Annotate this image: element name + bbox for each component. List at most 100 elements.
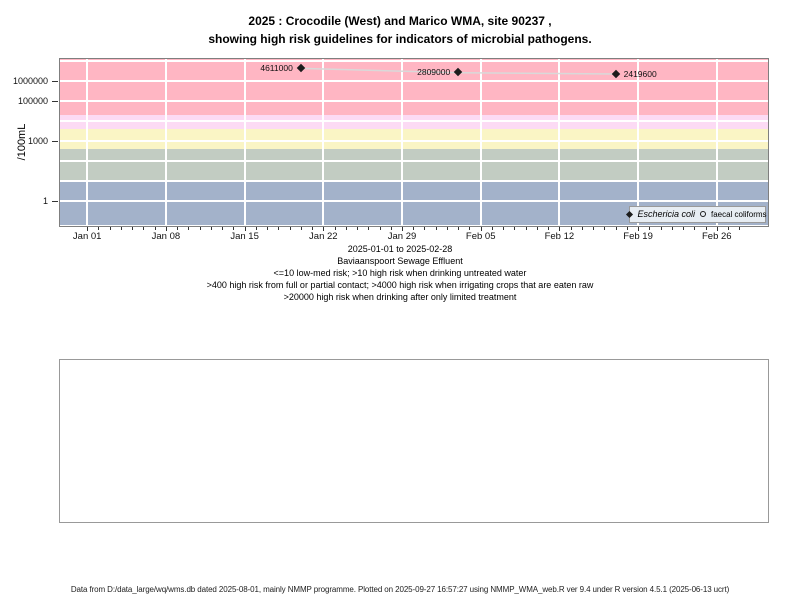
y-gridline xyxy=(59,200,768,203)
x-axis-minor-tick xyxy=(570,227,572,230)
plot-area: Eschericia coli faecal coliforms 4611000… xyxy=(58,57,769,227)
risk-band xyxy=(59,129,768,150)
series-line xyxy=(300,67,616,75)
x-axis-major-tick xyxy=(323,227,325,231)
x-gridline xyxy=(401,58,403,226)
data-point-label: 4611000 xyxy=(260,62,293,73)
x-axis-minor-tick xyxy=(154,227,156,230)
data-point-label: 2809000 xyxy=(417,67,451,78)
x-gridline xyxy=(164,58,167,226)
x-axis-minor-tick xyxy=(143,227,145,230)
x-axis-minor-tick xyxy=(312,227,314,230)
x-axis-label: Jan 22 xyxy=(309,231,338,242)
y-gridline xyxy=(59,180,768,183)
x-gridline xyxy=(479,58,482,226)
x-axis-minor-tick xyxy=(491,227,493,230)
x-gridline xyxy=(558,58,561,226)
x-axis-label: Jan 15 xyxy=(230,231,259,242)
x-axis-minor-tick xyxy=(267,227,269,230)
y-axis-tick xyxy=(52,101,58,103)
x-axis-minor-tick xyxy=(458,227,460,230)
x-axis-major-tick xyxy=(638,227,640,231)
x-axis-minor-tick xyxy=(413,227,415,230)
x-axis-minor-tick xyxy=(469,227,471,230)
x-axis-minor-tick xyxy=(514,227,516,230)
x-axis-minor-tick xyxy=(671,227,673,230)
x-axis-major-tick xyxy=(716,227,718,231)
x-axis-minor-tick xyxy=(379,227,381,230)
x-gridline xyxy=(637,58,640,226)
x-axis-minor-tick xyxy=(446,227,448,230)
y-axis-tick-label: 1000 xyxy=(27,136,48,147)
x-axis-label: Feb 19 xyxy=(623,231,653,242)
x-axis-minor-tick xyxy=(581,227,583,230)
x-axis-major-tick xyxy=(165,227,167,231)
x-axis-minor-tick xyxy=(536,227,538,230)
caption-risk-line-3: >20000 high risk when drinking after onl… xyxy=(283,292,517,302)
x-axis-label: Jan 29 xyxy=(387,231,417,242)
x-axis-minor-tick xyxy=(626,227,628,230)
x-axis-minor-tick xyxy=(525,227,527,230)
x-axis-minor-tick xyxy=(604,227,606,230)
x-axis-minor-tick xyxy=(210,227,212,230)
x-axis-minor-tick xyxy=(694,227,696,230)
x-axis-minor-tick xyxy=(705,227,707,230)
x-gridline xyxy=(322,58,325,226)
y-gridline xyxy=(59,140,768,143)
y-axis-tick-label: 1000000 xyxy=(12,76,48,87)
x-axis-label: Jan 08 xyxy=(151,231,181,242)
data-point-label: 2419600 xyxy=(623,68,657,79)
x-axis-minor-tick xyxy=(660,227,662,230)
x-axis-major-tick xyxy=(480,227,482,231)
x-axis-major-tick xyxy=(559,227,561,231)
legend: Eschericia coli faecal coliforms xyxy=(626,205,767,223)
x-axis-label: Jan 01 xyxy=(72,231,102,242)
x-axis-label: Feb 12 xyxy=(544,231,575,242)
x-axis-minor-tick xyxy=(368,227,370,230)
footer-text: Data from D:/data_large/wq/wms.db dated … xyxy=(70,585,730,594)
open-circle-icon xyxy=(699,211,706,217)
x-axis-minor-tick xyxy=(728,227,730,230)
x-axis-minor-tick xyxy=(593,227,595,230)
x-axis-minor-tick xyxy=(424,227,426,230)
y-gridline xyxy=(59,60,768,63)
y-gridline xyxy=(59,80,768,83)
x-axis-minor-tick xyxy=(683,227,685,230)
legend-label-eschericia-coli: Eschericia coli xyxy=(637,209,695,219)
caption-risk-line-1: <=10 low-med risk; >10 high risk when dr… xyxy=(273,268,527,278)
y-axis-tick xyxy=(52,81,58,83)
x-axis-minor-tick xyxy=(289,227,291,230)
x-axis-minor-tick xyxy=(390,227,392,230)
x-axis-minor-tick xyxy=(357,227,359,230)
caption-site-name: Baviaanspoort Sewage Effluent xyxy=(337,256,463,266)
x-axis-minor-tick xyxy=(177,227,179,230)
x-axis-minor-tick xyxy=(503,227,505,230)
x-axis-major-tick xyxy=(244,227,246,231)
x-axis-minor-tick xyxy=(278,227,280,230)
x-axis-minor-tick xyxy=(615,227,617,230)
risk-band xyxy=(59,58,768,116)
y-axis-tick-label: 1 xyxy=(42,196,48,207)
x-axis-minor-tick xyxy=(345,227,347,230)
x-axis-label: Feb 26 xyxy=(702,231,732,242)
x-axis-minor-tick xyxy=(109,227,111,230)
x-axis-major-tick xyxy=(402,227,403,231)
y-gridline xyxy=(59,160,768,163)
caption-risk-line-2: >400 high risk from full or partial cont… xyxy=(206,280,594,290)
caption-date-range: 2025-01-01 to 2025-02-28 xyxy=(347,244,453,254)
x-axis-minor-tick xyxy=(98,227,100,230)
x-axis-minor-tick xyxy=(334,227,336,230)
x-axis-minor-tick xyxy=(233,227,235,230)
chart-title: 2025 : Crocodile (West) and Marico WMA, … xyxy=(0,12,800,48)
x-axis-minor-tick xyxy=(222,227,224,230)
caption: 2025-01-01 to 2025-02-28 Baviaanspoort S… xyxy=(0,243,800,303)
x-gridline xyxy=(715,58,718,226)
risk-band xyxy=(59,149,768,182)
y-gridline xyxy=(59,120,768,123)
x-axis-minor-tick xyxy=(188,227,190,230)
chart-title-line1: 2025 : Crocodile (West) and Marico WMA, … xyxy=(248,14,552,28)
y-gridline xyxy=(59,100,768,103)
x-axis-minor-tick xyxy=(435,227,437,230)
x-axis-minor-tick xyxy=(649,227,651,230)
